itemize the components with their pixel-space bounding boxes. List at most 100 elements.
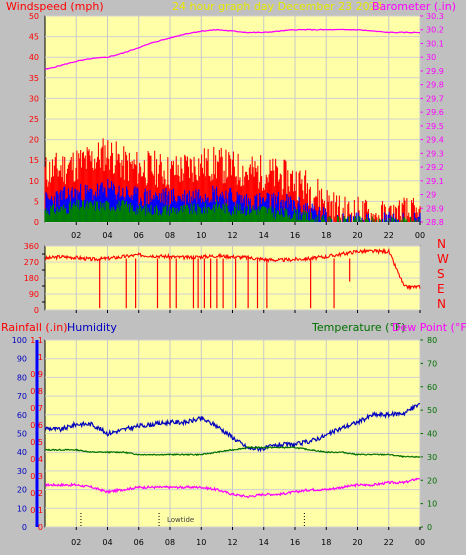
direction-line	[44, 247, 421, 291]
y-tick-label-baro: 30	[426, 53, 436, 62]
x-tick-label: 08	[165, 538, 175, 547]
y-tick-label-wind: 20	[29, 136, 39, 145]
x-tick-label: 00	[415, 231, 425, 240]
barometer-line	[44, 28, 421, 71]
y-tick-label-wind: 25	[29, 115, 39, 124]
y-tick-label-baro: 30.1	[426, 39, 444, 48]
chart-title: 24 hour graph day December 23 2021	[172, 0, 384, 13]
x-tick-label: 12	[227, 538, 237, 547]
x-tick-label: 18	[321, 538, 331, 547]
y-tick-label-humidity: 70	[17, 392, 27, 401]
x-tick-label: 22	[384, 231, 394, 240]
y-tick-label-dir: 360	[24, 242, 39, 251]
x-tick-label: 06	[134, 231, 144, 240]
wind-barometer-panel: 0 5 10 15 20 25 30 35 40 45 50 28.8 28.9 29 29.1 29.2 29…	[29, 12, 444, 240]
y-tick-label-baro: 29.7	[426, 94, 444, 103]
x-tick-label: 02	[71, 538, 81, 547]
y-tick-label-humidity: 20	[17, 486, 27, 495]
y-tick-label-temp: 10	[427, 500, 437, 509]
dewpoint-label: Dew Point (°F)	[392, 321, 466, 334]
y-tick-label-humidity: 60	[17, 411, 27, 420]
y-tick-label-humidity: 30	[17, 467, 27, 476]
y-tick-label-humidity: 80	[17, 373, 27, 382]
y-tick-label-baro: 29.2	[426, 163, 444, 172]
x-tick-label: 20	[352, 538, 362, 547]
x-tick-label: 04	[102, 231, 112, 240]
humidity-label: Humidity	[67, 321, 117, 334]
x-tick-label: 00	[415, 538, 425, 547]
y-tick-label-temp: 40	[427, 430, 437, 439]
y-tick-label-baro: 29.6	[426, 108, 444, 117]
dewpoint-line	[44, 477, 421, 499]
x-tick-label: 14	[259, 538, 269, 547]
y-tick-label-temp: 30	[427, 453, 437, 462]
y-tick-label-baro: 29.8	[426, 81, 444, 90]
x-tick-label: 20	[352, 231, 362, 240]
y-tick-label-temp: 20	[427, 476, 437, 485]
x-tick-label: 10	[196, 538, 206, 547]
y-tick-label-humidity: 40	[17, 448, 27, 457]
y-tick-label-wind: 40	[29, 53, 39, 62]
y-tick-label-humidity: 100	[12, 336, 27, 345]
direction-letter: W	[437, 252, 449, 266]
y-tick-label-humidity: 10	[17, 504, 27, 513]
temperature-line	[44, 446, 421, 459]
y-tick-label-temp: 0	[427, 523, 432, 532]
y-tick-label-wind: 5	[34, 197, 39, 206]
x-tick-label: 18	[321, 231, 331, 240]
humidity-line	[44, 402, 421, 453]
y-tick-label-rain: 0	[38, 523, 43, 532]
x-tick-label: 16	[290, 538, 300, 547]
rainfall-label: Rainfall (.in)	[1, 321, 68, 334]
y-tick-label-baro: 28.8	[426, 218, 444, 227]
y-tick-label-baro: 29.9	[426, 67, 444, 76]
y-tick-label-humidity: 50	[17, 430, 27, 439]
y-tick-label-wind: 35	[29, 74, 39, 83]
x-tick-label: 16	[290, 231, 300, 240]
wind-direction-panel: 0 90 180 270 360	[24, 242, 421, 315]
y-tick-label-dir: 180	[24, 274, 39, 283]
y-tick-label-temp: 70	[427, 359, 437, 368]
direction-letter: N	[437, 237, 446, 251]
lowtide-annotation: Lowtide	[167, 516, 194, 524]
x-tick-label: 04	[102, 538, 112, 547]
barometer-label: Barometer (.in)	[372, 0, 456, 13]
windspeed-label: Windspeed (mph)	[6, 0, 104, 13]
temperature-label: Temperature (°F)	[311, 321, 406, 334]
y-tick-label-wind: 45	[29, 33, 39, 42]
x-tick-label: 22	[384, 538, 394, 547]
x-tick-label: 10	[196, 231, 206, 240]
y-tick-label-baro: 29	[426, 191, 436, 200]
direction-letter: S	[437, 267, 445, 281]
direction-letter: E	[437, 282, 445, 296]
y-tick-label-rain: 1	[38, 353, 43, 362]
temp-humidity-panel: 010203040506070809010000.10.20.30.40.50.…	[12, 336, 437, 547]
y-tick-label-baro: 29.5	[426, 122, 444, 131]
y-tick-label-wind: 50	[29, 12, 39, 21]
y-tick-label-dir: 0	[34, 306, 39, 315]
x-tick-label: 12	[227, 231, 237, 240]
x-tick-label: 14	[259, 231, 269, 240]
x-tick-label: 08	[165, 231, 175, 240]
y-tick-label-baro: 29.1	[426, 177, 444, 186]
y-tick-label-humidity: 90	[17, 355, 27, 364]
y-tick-label-wind: 15	[29, 156, 39, 165]
direction-letter: N	[437, 297, 446, 311]
y-tick-label-humidity: 0	[22, 523, 27, 532]
y-tick-label-baro: 30.3	[426, 12, 444, 21]
x-tick-label: 06	[134, 538, 144, 547]
y-tick-label-dir: 90	[29, 290, 39, 299]
y-tick-label-wind: 0	[34, 218, 39, 227]
y-tick-label-baro: 30.2	[426, 26, 444, 35]
y-tick-label-temp: 60	[427, 383, 437, 392]
x-tick-label: 02	[71, 231, 81, 240]
y-tick-label-temp: 50	[427, 406, 437, 415]
y-tick-label-wind: 30	[29, 94, 39, 103]
y-tick-label-baro: 28.9	[426, 204, 444, 213]
y-tick-label-baro: 29.3	[426, 149, 444, 158]
y-tick-label-dir: 270	[24, 258, 39, 267]
y-tick-label-temp: 80	[427, 336, 437, 345]
y-tick-label-wind: 10	[29, 177, 39, 186]
